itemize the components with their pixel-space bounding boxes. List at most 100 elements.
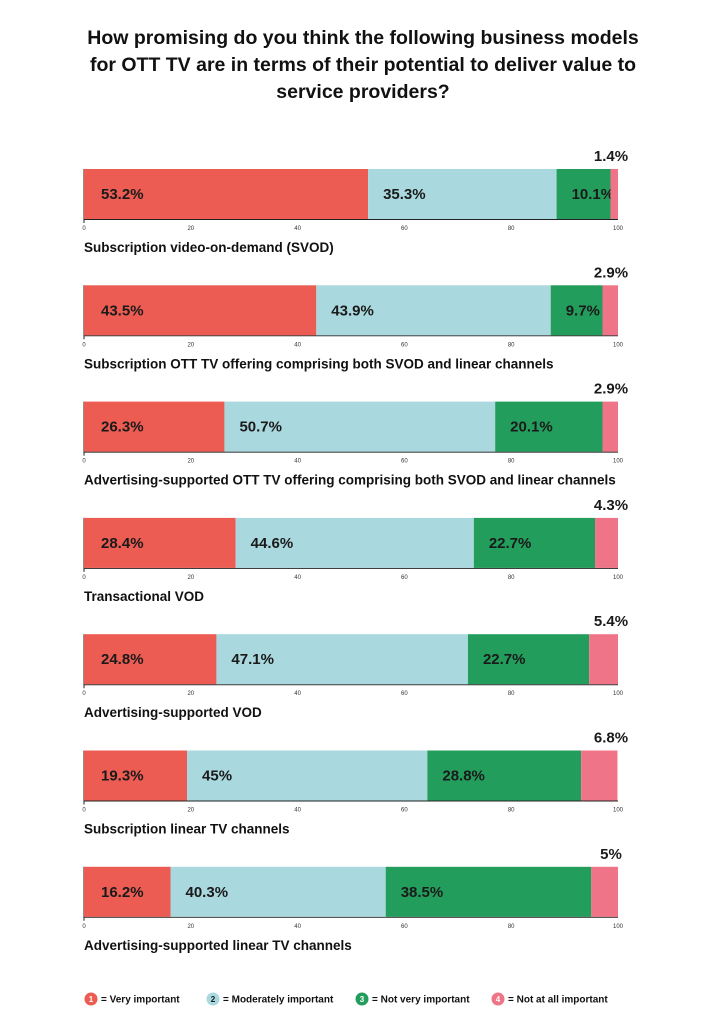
tick-label: 0 bbox=[82, 459, 86, 465]
data-label: 44.6% bbox=[251, 535, 294, 552]
data-label: 6.8% bbox=[594, 730, 628, 747]
bar-segment bbox=[368, 169, 557, 219]
legend-label: = Not very important bbox=[372, 995, 470, 1006]
bar-segment bbox=[84, 169, 369, 219]
tick-label: 40 bbox=[294, 459, 301, 465]
category-label: Subscription OTT TV offering comprising … bbox=[84, 356, 554, 371]
tick-label: 100 bbox=[613, 691, 624, 697]
tick-label: 60 bbox=[401, 226, 408, 232]
data-label: 2.9% bbox=[594, 381, 628, 398]
category-label: Transactional VOD bbox=[84, 589, 204, 604]
tick-label: 40 bbox=[294, 575, 301, 581]
title-line: service providers? bbox=[276, 81, 449, 103]
tick-label: 80 bbox=[508, 459, 515, 465]
legend-label: = Very important bbox=[101, 995, 180, 1006]
bar-segment bbox=[84, 401, 225, 452]
data-label: 45% bbox=[202, 768, 232, 785]
bar-segment bbox=[550, 285, 603, 336]
bar-segment bbox=[427, 750, 582, 801]
bar-group: 16.2% 40.3% 38.5% 5% 0 20 40 60 80 100 Advertising… bbox=[82, 846, 623, 953]
tick-label: 20 bbox=[187, 459, 194, 465]
legend-number: 2 bbox=[211, 995, 216, 1004]
tick-label: 20 bbox=[187, 226, 194, 232]
bar-group: 43.5% 43.9% 9.7% 2.9% 0 20 40 60 80 100 Subscripti… bbox=[82, 264, 628, 371]
bar-group: 28.4% 44.6% 22.7% 4.3% 0 20 40 60 80 100 Transacti… bbox=[82, 497, 628, 604]
tick-label: 40 bbox=[294, 924, 301, 930]
bar-segment bbox=[467, 634, 590, 685]
data-label: 50.7% bbox=[239, 419, 282, 436]
tick-label: 20 bbox=[187, 808, 194, 814]
data-label: 5% bbox=[600, 846, 622, 863]
data-label: 19.3% bbox=[101, 768, 144, 785]
tick-label: 60 bbox=[401, 924, 408, 930]
tick-label: 20 bbox=[187, 691, 194, 697]
bar-segment bbox=[610, 169, 618, 219]
data-label: 20.1% bbox=[510, 419, 553, 436]
tick-label: 60 bbox=[401, 459, 408, 465]
bar-segment bbox=[170, 866, 386, 917]
tick-label: 60 bbox=[401, 808, 408, 814]
bar-segment bbox=[602, 285, 618, 336]
bar-segment bbox=[385, 866, 592, 917]
tick-label: 80 bbox=[508, 226, 515, 232]
category-label: Advertising-supported OTT TV offering co… bbox=[84, 473, 616, 488]
data-label: 28.4% bbox=[101, 535, 144, 552]
legend-item: 2 = Moderately important bbox=[206, 992, 334, 1006]
tick-label: 80 bbox=[508, 924, 515, 930]
legend-item: 3 = Not very important bbox=[355, 992, 470, 1006]
tick-label: 80 bbox=[508, 575, 515, 581]
tick-label: 0 bbox=[82, 226, 86, 232]
legend-number: 1 bbox=[89, 995, 94, 1004]
tick-label: 20 bbox=[187, 924, 194, 930]
data-label: 40.3% bbox=[186, 884, 229, 901]
title-line: How promising do you think the following… bbox=[87, 27, 639, 49]
tick-label: 80 bbox=[508, 691, 515, 697]
tick-label: 0 bbox=[82, 342, 86, 348]
data-label: 2.9% bbox=[594, 264, 628, 281]
tick-label: 80 bbox=[508, 808, 515, 814]
tick-label: 40 bbox=[294, 342, 301, 348]
tick-label: 0 bbox=[82, 575, 86, 581]
legend-swatch bbox=[206, 992, 220, 1006]
bar-group: 26.3% 50.7% 20.1% 2.9% 0 20 40 60 80 100 Advertisi… bbox=[82, 381, 628, 488]
chart-title: How promising do you think the following… bbox=[87, 27, 639, 103]
legend-label: = Moderately important bbox=[223, 995, 334, 1006]
data-label: 22.7% bbox=[489, 535, 532, 552]
bar-segment bbox=[602, 401, 618, 452]
tick-label: 100 bbox=[613, 924, 624, 930]
bar-segment bbox=[224, 401, 496, 452]
data-label: 10.1% bbox=[572, 186, 615, 203]
data-label: 43.9% bbox=[331, 302, 374, 319]
bar-segment bbox=[84, 750, 188, 801]
bar-group: 24.8% 47.1% 22.7% 5.4% 0 20 40 60 80 100 Advertisi… bbox=[82, 613, 628, 720]
data-label: 28.8% bbox=[442, 768, 485, 785]
tick-label: 100 bbox=[613, 459, 624, 465]
tick-label: 100 bbox=[613, 226, 624, 232]
legend: 1 = Very important 2 = Moderately important… bbox=[84, 992, 608, 1006]
bar-segment bbox=[84, 634, 217, 685]
tick-label: 20 bbox=[187, 342, 194, 348]
bar-segment bbox=[187, 750, 428, 801]
data-label: 38.5% bbox=[401, 884, 444, 901]
data-label: 35.3% bbox=[383, 186, 426, 203]
bar-segment bbox=[591, 866, 618, 917]
data-label: 53.2% bbox=[101, 186, 144, 203]
category-label: Subscription linear TV channels bbox=[84, 822, 290, 837]
tick-label: 40 bbox=[294, 691, 301, 697]
tick-label: 80 bbox=[508, 342, 515, 348]
tick-label: 0 bbox=[82, 808, 86, 814]
data-label: 26.3% bbox=[101, 419, 144, 436]
tick-label: 60 bbox=[401, 342, 408, 348]
tick-label: 40 bbox=[294, 808, 301, 814]
bar-segment bbox=[216, 634, 468, 685]
bar-segment bbox=[556, 169, 611, 219]
bar-segment bbox=[316, 285, 551, 336]
bar-group: 53.2% 35.3% 10.1% 1.4% 0 20 40 60 80 100 Subscript… bbox=[82, 148, 628, 255]
data-label: 4.3% bbox=[594, 497, 628, 514]
title-line: for OTT TV are in terms of their potenti… bbox=[90, 54, 636, 76]
bar-group: 19.3% 45% 28.8% 6.8% 0 20 40 60 80 100 Subscriptio… bbox=[82, 730, 628, 837]
legend-label: = Not at all important bbox=[508, 995, 608, 1006]
tick-label: 0 bbox=[82, 924, 86, 930]
data-label: 47.1% bbox=[231, 651, 274, 668]
